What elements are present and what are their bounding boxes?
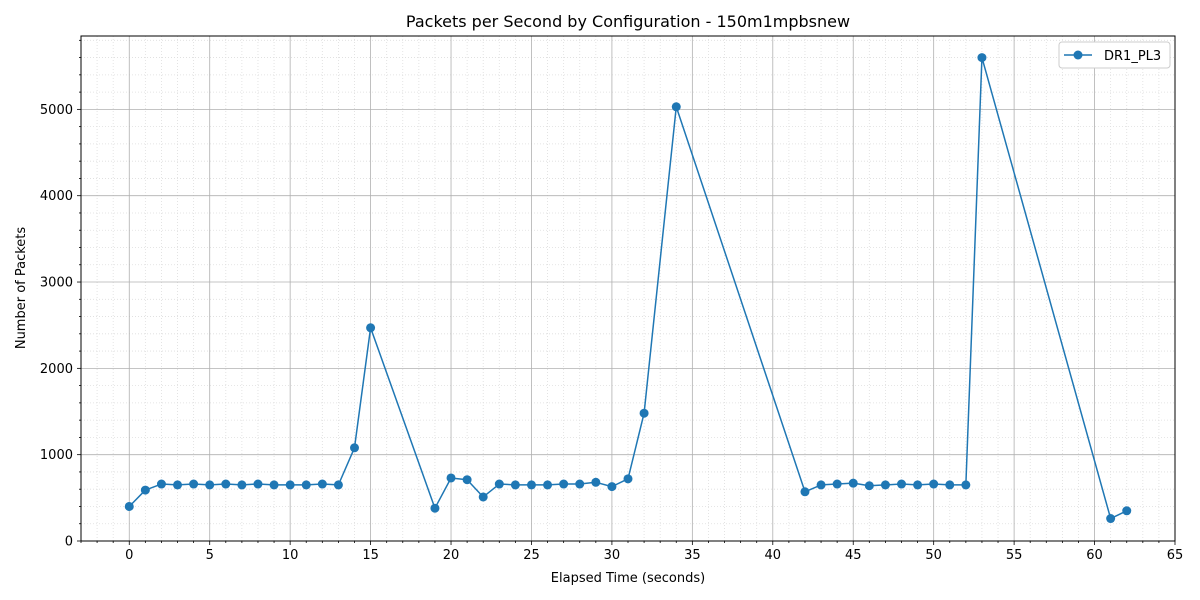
data-point xyxy=(929,479,939,489)
data-point xyxy=(510,480,520,490)
legend-marker xyxy=(1073,50,1083,60)
data-point xyxy=(156,479,166,489)
x-tick-label: 40 xyxy=(765,548,782,563)
data-point xyxy=(961,480,971,490)
x-tick-label: 20 xyxy=(443,548,460,563)
data-point xyxy=(526,480,536,490)
y-tick-label: 0 xyxy=(65,535,73,550)
x-tick-label: 15 xyxy=(362,548,379,563)
data-point xyxy=(864,481,874,491)
data-point xyxy=(333,480,343,490)
data-point xyxy=(173,480,183,490)
chart-title: Packets per Second by Configuration - 15… xyxy=(406,12,850,31)
x-tick-label: 55 xyxy=(1006,548,1023,563)
data-point xyxy=(269,480,279,490)
y-axis-label: Number of Packets xyxy=(14,227,29,350)
y-axis: 0 1000 2000 3000 4000 5000 xyxy=(40,39,81,550)
x-tick-label: 65 xyxy=(1167,548,1184,563)
data-point xyxy=(977,53,987,63)
data-point xyxy=(913,480,923,490)
data-point xyxy=(1122,506,1132,516)
x-tick-label: 60 xyxy=(1086,548,1103,563)
data-point xyxy=(591,477,601,487)
x-axis: 0 5 10 15 20 25 30 35 40 45 50 55 60 65 xyxy=(80,541,1184,563)
y-tick-label: 4000 xyxy=(40,189,73,204)
series-layer xyxy=(124,53,1132,524)
x-tick-label: 30 xyxy=(604,548,621,563)
data-point xyxy=(253,479,263,489)
data-point xyxy=(317,479,327,489)
data-point xyxy=(494,479,504,489)
legend-entry-dr1-pl3: DR1_PL3 xyxy=(1104,49,1161,64)
legend-box xyxy=(1058,41,1171,69)
y-tick-label: 3000 xyxy=(40,276,73,291)
x-tick-label: 35 xyxy=(684,548,701,563)
legend: DR1_PL3 xyxy=(1058,41,1171,69)
data-point xyxy=(124,501,134,511)
y-tick-label: 5000 xyxy=(40,103,73,118)
x-axis-label: Elapsed Time (seconds) xyxy=(551,571,705,586)
data-point xyxy=(430,503,440,513)
x-tick-label: 0 xyxy=(125,548,133,563)
data-point xyxy=(559,479,569,489)
data-point xyxy=(366,323,376,333)
data-point xyxy=(462,475,472,485)
data-point xyxy=(639,408,649,418)
minor-grid xyxy=(80,36,1175,541)
data-point xyxy=(221,479,231,489)
data-point xyxy=(478,492,488,502)
data-point xyxy=(205,480,215,490)
data-point xyxy=(816,480,826,490)
data-point xyxy=(189,479,199,489)
x-tick-label: 50 xyxy=(925,548,942,563)
data-point xyxy=(945,480,955,490)
data-point xyxy=(575,479,585,489)
data-point xyxy=(607,482,617,492)
data-point xyxy=(285,480,295,490)
data-point xyxy=(848,478,858,488)
data-point xyxy=(543,480,553,490)
data-point xyxy=(237,480,247,490)
data-point xyxy=(446,473,456,483)
x-tick-label: 5 xyxy=(206,548,214,563)
x-tick-label: 10 xyxy=(282,548,299,563)
data-point xyxy=(800,487,810,497)
x-tick-label: 45 xyxy=(845,548,862,563)
data-point xyxy=(623,474,633,484)
data-point xyxy=(350,443,359,453)
data-point xyxy=(897,479,906,489)
data-point xyxy=(140,485,150,495)
data-point xyxy=(880,480,890,490)
data-point xyxy=(301,480,311,490)
data-point xyxy=(1106,514,1116,524)
y-tick-label: 1000 xyxy=(40,448,73,463)
data-point xyxy=(832,479,842,489)
x-tick-label: 25 xyxy=(523,548,540,563)
y-tick-label: 2000 xyxy=(40,362,73,377)
data-point xyxy=(671,102,681,112)
